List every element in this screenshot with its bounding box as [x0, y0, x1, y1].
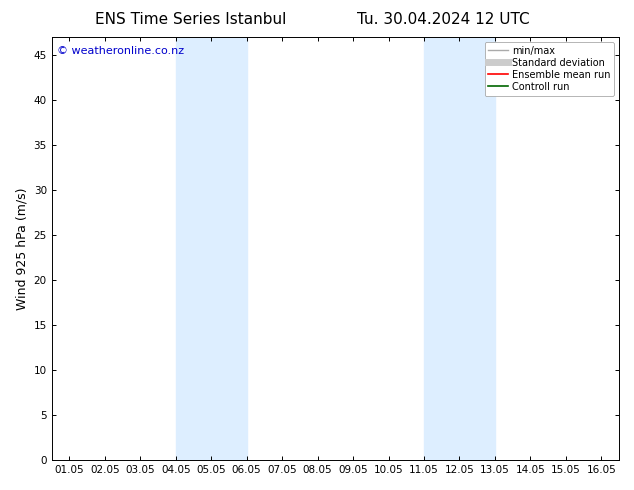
Bar [424, 37, 495, 460]
Text: Tu. 30.04.2024 12 UTC: Tu. 30.04.2024 12 UTC [358, 12, 530, 27]
Bar [176, 37, 247, 460]
Text: © weatheronline.co.nz: © weatheronline.co.nz [57, 46, 184, 55]
Text: ENS Time Series Istanbul: ENS Time Series Istanbul [94, 12, 286, 27]
Y-axis label: Wind 925 hPa (m/s): Wind 925 hPa (m/s) [15, 187, 28, 310]
Legend: min/max, Standard deviation, Ensemble mean run, Controll run: min/max, Standard deviation, Ensemble me… [484, 42, 614, 96]
